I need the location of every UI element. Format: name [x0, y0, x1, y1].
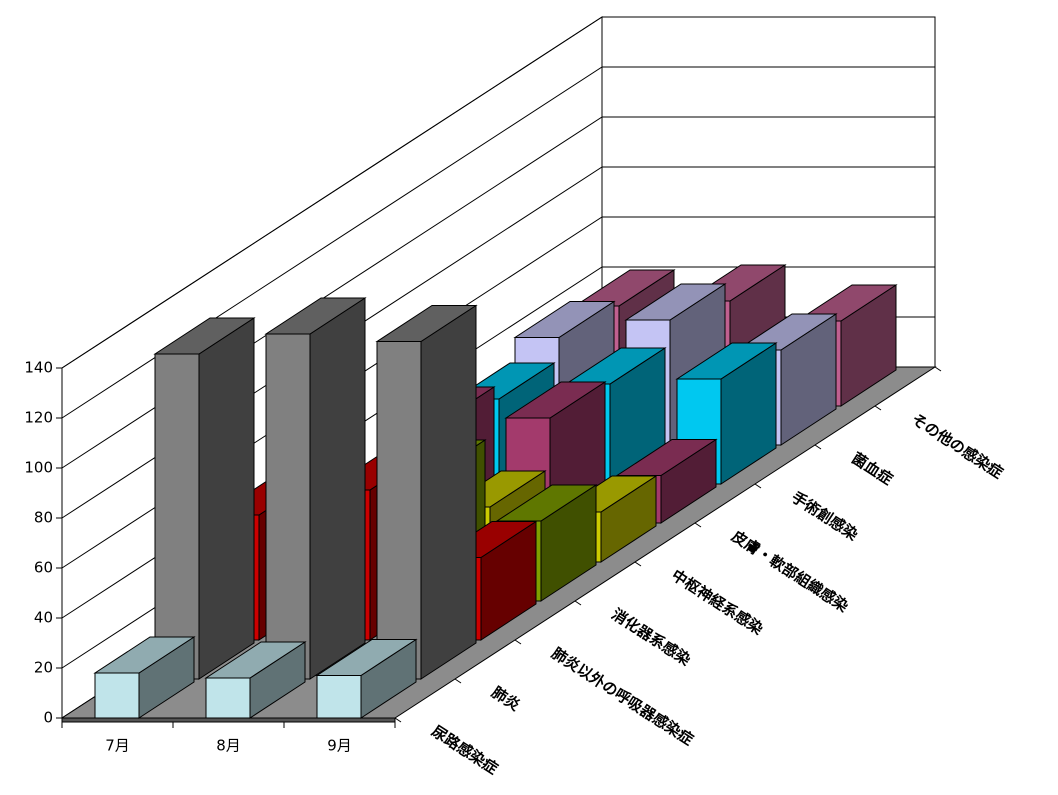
bar	[315, 638, 418, 719]
series-label: 菌血症	[848, 449, 896, 489]
series-label: 手術創感染	[788, 488, 862, 544]
depth-tick	[874, 405, 882, 411]
bar	[93, 636, 196, 719]
bar-side	[309, 297, 366, 680]
grid-line	[61, 16, 935, 369]
y-tick-label: 20	[34, 659, 53, 677]
depth-tick	[754, 483, 762, 489]
y-tick-label: 120	[24, 409, 53, 427]
bar-side	[198, 317, 255, 680]
grid-line	[61, 66, 935, 419]
bar-front	[376, 341, 422, 680]
bar-front	[265, 333, 311, 680]
depth-tick	[574, 600, 582, 606]
depth-tick	[694, 522, 702, 528]
bar-front	[205, 677, 251, 719]
series-label: 尿路感染症	[428, 722, 501, 778]
bar	[153, 317, 256, 680]
floor-edge	[61, 717, 396, 723]
y-tick-label: 100	[24, 459, 53, 477]
depth-tick	[814, 444, 822, 450]
series-label: 肺炎	[488, 683, 523, 714]
depth-tick	[514, 639, 522, 645]
depth-tick	[934, 366, 942, 372]
bar	[204, 641, 307, 719]
depth-tick	[634, 561, 642, 567]
bar	[264, 297, 367, 680]
x-tick-label: 9月	[327, 737, 352, 755]
series-label: その他の感染症	[908, 410, 1006, 482]
bar-front	[316, 675, 362, 719]
bar-front	[154, 353, 200, 680]
y-tick-label: 140	[24, 359, 53, 377]
depth-tick	[454, 678, 462, 684]
x-tick-label: 8月	[216, 737, 241, 755]
bar-front	[94, 672, 140, 719]
bar-side	[420, 304, 477, 680]
bar	[375, 304, 478, 680]
depth-tick	[394, 717, 402, 723]
y-tick-label: 40	[34, 609, 53, 627]
series-label: 皮膚・軟部組織感染	[728, 527, 852, 616]
series-label: 消化器系感染	[608, 605, 694, 670]
y-tick-label: 80	[34, 509, 53, 527]
series-label: 中枢神経系感染	[668, 566, 767, 639]
x-tick-label: 7月	[105, 737, 130, 755]
y-tick-label: 0	[43, 709, 53, 727]
y-tick-label: 60	[34, 559, 53, 577]
